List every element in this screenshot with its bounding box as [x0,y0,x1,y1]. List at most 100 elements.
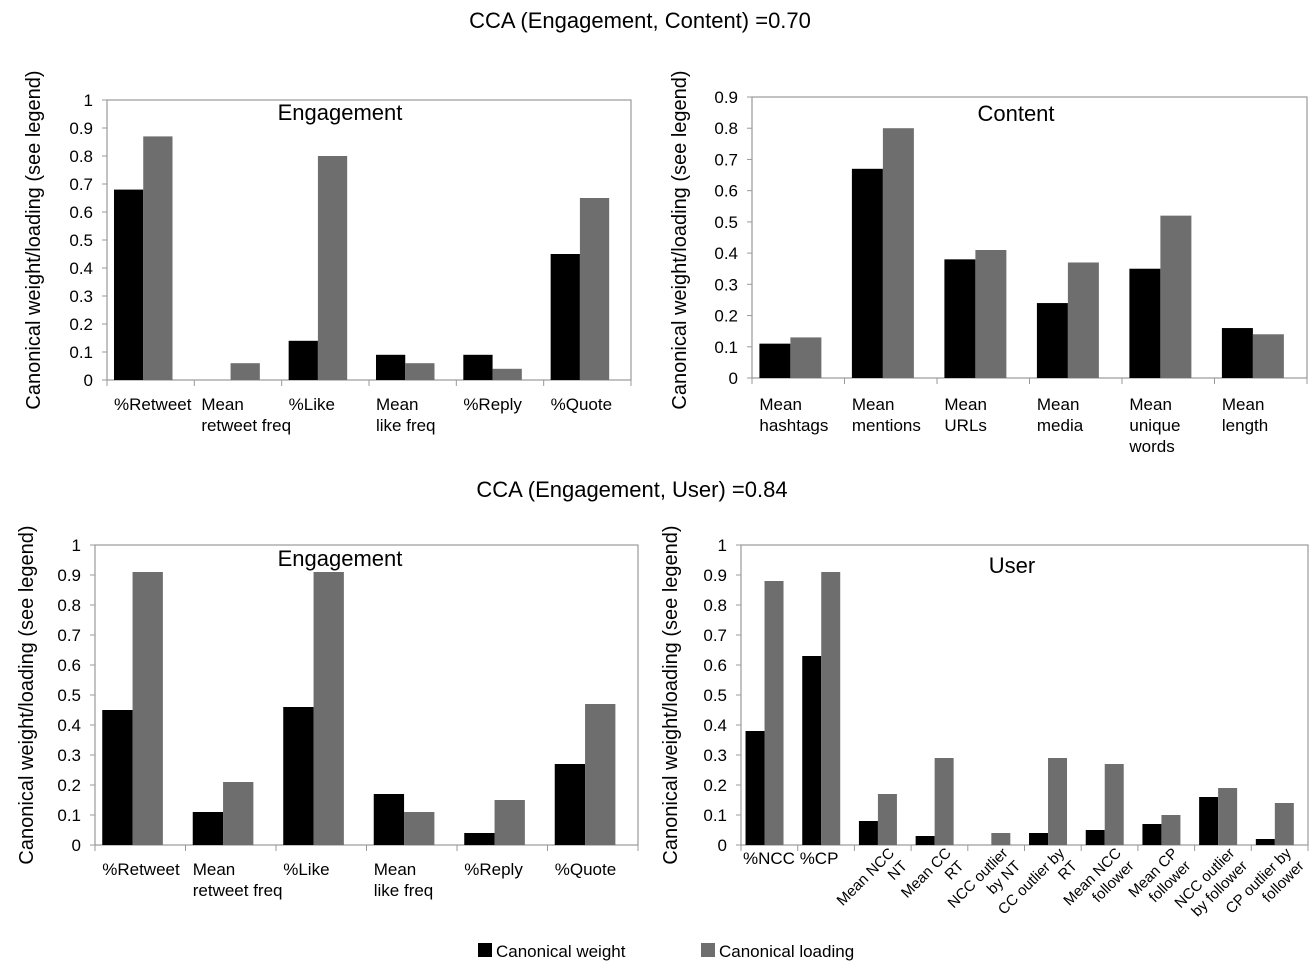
chart-engagement-user: 0 0.1 0.2 0.3 0.4 0.5 0.6 0.7 0.8 0.9 1 Canonical w… [16,525,639,900]
bar-canonical-loading [579,198,610,380]
bar-canonical-weight [745,731,765,845]
bar-canonical-weight [1029,833,1049,845]
y-tick-label: 0.7 [703,626,727,645]
bar-canonical-weight [113,189,144,380]
y-tick-label: 0.2 [69,315,93,334]
y-tick-label: 0.9 [703,566,727,585]
bar-canonical-weight [1085,830,1105,845]
chart-content: 0 0.1 0.2 0.3 0.4 0.5 0.6 0.7 0.8 0.9 Canonical we… [669,70,1308,456]
y-tick-label: 0.6 [57,656,81,675]
x-tick-label: Mean NCCNT [834,845,911,922]
bar-canonical-loading [313,572,344,845]
y-tick-label: 0.6 [69,203,93,222]
y-tick-label: 0.5 [69,231,93,250]
panel-title: Engagement [278,100,403,125]
bar-canonical-weight [759,343,791,378]
bar-canonical-loading [585,704,616,845]
x-tick-label: Mean mentions [852,395,921,435]
y-tick-label: 1 [72,536,81,555]
x-tick-label: Mean retweet freq [201,395,291,435]
bar-canonical-loading [494,800,525,845]
bar-canonical-weight [851,168,883,378]
legend-swatch-weight [478,943,492,957]
bar-canonical-loading [1252,334,1284,378]
y-tick-label: 0.3 [69,287,93,306]
y-axis-label: Canonical weight/loading (see legend) [23,70,45,409]
y-tick-label: 0.4 [714,244,738,263]
y-tick-label: 0.3 [57,746,81,765]
bar-canonical-loading [1048,758,1068,845]
bar-canonical-loading [764,581,784,845]
bar-canonical-weight [1255,839,1275,845]
bar-canonical-weight [464,833,495,845]
y-tick-label: 0.9 [69,119,93,138]
x-tick-label: Mean length [1222,395,1268,435]
y-tick-label: 1 [718,536,727,555]
y-tick-label: 0.4 [69,259,93,278]
y-tick-label: 0.4 [703,716,727,735]
y-tick-label: 0 [729,369,738,388]
x-tick-label: Mean unique words [1128,395,1180,456]
bar-canonical-loading [991,833,1011,845]
y-tick-label: 0.2 [703,776,727,795]
bar-canonical-loading [143,136,173,380]
bar-canonical-loading [821,572,841,845]
bar-canonical-loading [317,156,348,380]
y-tick-label: 0.1 [69,343,93,362]
y-tick-label: 0.7 [69,175,93,194]
x-tick-label: Mean like freq [374,860,434,900]
y-tick-label: 0.1 [57,806,81,825]
y-tick-label: 0.7 [57,626,81,645]
x-tick-label: %Retweet [114,395,192,414]
bar-canonical-weight [1199,797,1219,845]
bar-canonical-weight [1142,824,1162,845]
panel-title: Content [977,101,1054,126]
x-tick-label: %Reply [464,860,523,879]
legend-label-loading: Canonical loading [719,942,854,961]
y-tick-label: 0.8 [57,596,81,615]
bar-canonical-weight [375,354,406,380]
legend-label-weight: Canonical weight [496,942,626,961]
y-tick-label: 0.8 [703,596,727,615]
panel-title: Engagement [278,546,403,571]
chart-user: 0 0.1 0.2 0.3 0.4 0.5 0.6 0.7 0.8 0.9 1 Canonical w… [660,525,1309,922]
bar-canonical-loading [1160,215,1192,378]
y-tick-label: 0 [84,371,93,390]
bar-canonical-loading [1161,815,1181,845]
y-tick-label: 0.8 [69,147,93,166]
bar-canonical-loading [877,794,897,845]
bar-canonical-weight [283,707,314,845]
x-tick-label: %NCC [743,849,795,868]
y-tick-label: 0.1 [703,806,727,825]
y-tick-label: 0.8 [714,119,738,138]
bar-canonical-loading [404,812,435,845]
x-tick-label: Mean retweet freq [193,860,283,900]
bar-canonical-loading [1218,788,1238,845]
bar-canonical-weight [858,821,878,845]
bar-canonical-weight [102,710,133,845]
panel-title: User [989,553,1035,578]
x-tick-label: Mean URLs [944,395,987,435]
bar-canonical-loading [975,249,1007,378]
x-tick-label: %Reply [463,395,522,414]
x-tick-label: Mean hashtags [759,395,828,435]
legend-swatch-loading [701,943,715,957]
y-tick-label: 0.3 [714,275,738,294]
bar-canonical-weight [1036,303,1068,378]
bar-canonical-weight [915,836,935,845]
bar-canonical-weight [463,354,493,380]
y-tick-label: 0.6 [714,182,738,201]
bar-canonical-loading [790,337,822,378]
x-tick-label: Mean NCCfollower [1060,845,1137,922]
x-tick-label: Mean media [1037,395,1084,435]
bar-canonical-loading [492,368,522,380]
bar-canonical-loading [882,128,914,378]
x-tick-label: %CP [800,849,839,868]
y-axis-label: Canonical weight/loading (see legend) [16,525,38,864]
bar-canonical-loading [230,363,260,380]
y-tick-label: 0.9 [57,566,81,585]
y-tick-label: 0.5 [57,686,81,705]
bar-canonical-weight [554,764,586,845]
y-tick-label: 0.4 [57,716,81,735]
y-tick-label: 0.6 [703,656,727,675]
